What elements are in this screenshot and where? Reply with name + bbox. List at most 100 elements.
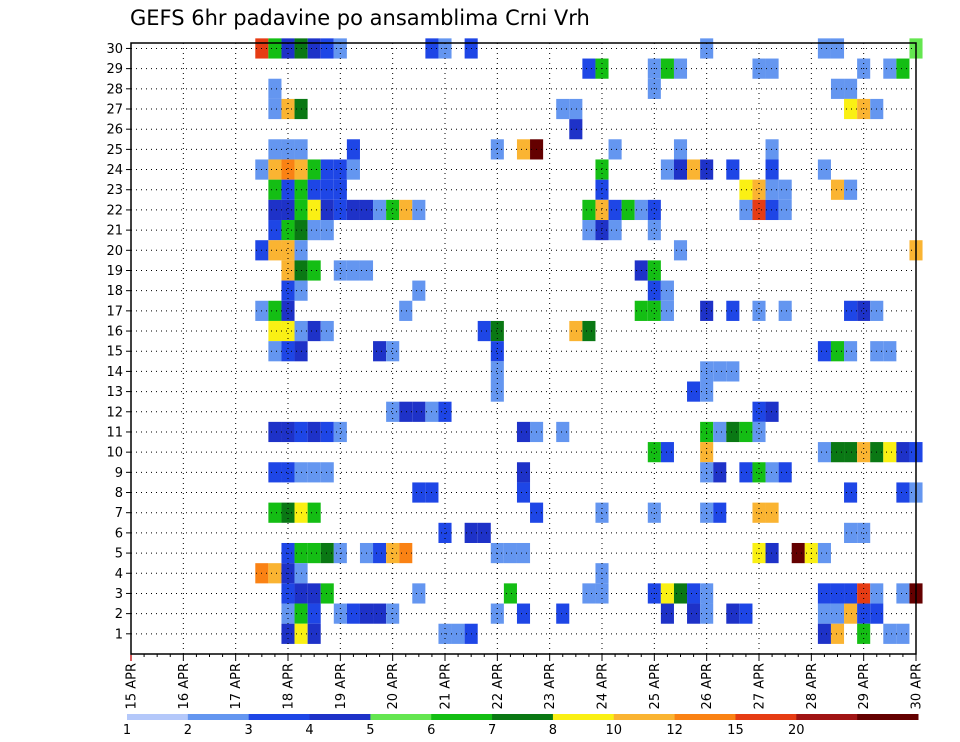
y-tick-label: 28 — [106, 82, 123, 97]
heatmap-cell — [268, 98, 282, 120]
heatmap-cell — [399, 542, 413, 564]
heatmap-cell — [268, 462, 282, 483]
heatmap-cell — [569, 320, 583, 342]
heatmap-cell — [268, 139, 282, 160]
y-tick-label: 18 — [106, 284, 123, 299]
heatmap-cell — [268, 300, 282, 321]
heatmap-cell — [307, 583, 321, 604]
heatmap-cell — [268, 78, 282, 99]
heatmap-cell — [373, 603, 387, 624]
heatmap-cell — [281, 320, 295, 342]
heatmap-cell — [817, 583, 831, 604]
heatmap-cell — [281, 199, 295, 221]
heatmap-cell — [621, 199, 635, 221]
heatmap-cell — [386, 401, 400, 422]
y-tick-label: 6 — [115, 526, 123, 541]
heatmap-cell — [844, 442, 858, 463]
heatmap-cell — [281, 220, 295, 241]
heatmap-cell — [320, 159, 334, 180]
heatmap-cell — [752, 502, 766, 523]
heatmap-cell — [320, 320, 334, 342]
heatmap-cell — [687, 583, 701, 604]
heatmap-cell — [687, 603, 701, 624]
heatmap-cell — [830, 38, 845, 59]
heatmap-cell — [399, 401, 413, 422]
heatmap-cell — [386, 341, 400, 362]
heatmap-cell — [660, 603, 674, 624]
heatmap-cell — [713, 502, 727, 523]
heatmap-cell — [333, 179, 347, 200]
legend-label: 2 — [184, 723, 192, 738]
legend-label: 5 — [366, 723, 374, 738]
heatmap-cell — [556, 603, 570, 624]
heatmap-cell — [490, 139, 504, 160]
heatmap-cell — [268, 220, 282, 241]
y-tick-label: 24 — [106, 163, 123, 178]
heatmap-cell — [647, 442, 661, 463]
heatmap-cell — [713, 361, 727, 382]
heatmap-cell — [307, 159, 321, 180]
x-tick-label: 15 APR — [125, 663, 140, 709]
heatmap-cell — [608, 139, 622, 160]
heatmap-cell — [857, 442, 871, 463]
heatmap-cell — [320, 179, 334, 200]
heatmap-cell — [739, 603, 753, 624]
heatmap-cell — [726, 361, 740, 382]
y-tick-label: 11 — [106, 425, 123, 440]
heatmap-cell — [307, 179, 321, 200]
y-tick-label: 5 — [115, 547, 123, 562]
heatmap-cell — [739, 421, 753, 443]
y-tick-label: 20 — [106, 244, 123, 259]
heatmap-cell — [412, 401, 426, 422]
heatmap-cell — [582, 58, 596, 79]
heatmap-cell — [883, 623, 897, 644]
x-tick-label: 18 APR — [282, 663, 297, 709]
y-tick-label: 29 — [106, 62, 123, 77]
heatmap-cell — [687, 381, 701, 402]
heatmap-cell — [320, 199, 334, 221]
y-tick-label: 19 — [106, 264, 123, 279]
heatmap-cell — [281, 240, 295, 261]
y-tick-label: 8 — [115, 486, 123, 501]
heatmap-cell — [830, 603, 845, 624]
heatmap-cell — [268, 421, 282, 443]
heatmap-cell — [647, 502, 661, 523]
heatmap-cell — [268, 240, 282, 261]
heatmap-cell — [752, 401, 766, 422]
heatmap-cell — [765, 199, 779, 221]
heatmap-cell — [503, 583, 517, 604]
heatmap-cell — [752, 179, 766, 200]
heatmap-cell — [307, 199, 321, 221]
heatmap-cell — [412, 199, 426, 221]
heatmap-cell — [556, 421, 570, 443]
heatmap-cell — [268, 320, 282, 342]
heatmap-cell — [896, 583, 910, 604]
heatmap-cell — [857, 300, 871, 321]
heatmap-cell — [386, 199, 400, 221]
heatmap-cell — [673, 58, 688, 79]
heatmap-cell — [765, 179, 779, 200]
legend-swatch — [796, 714, 858, 720]
heatmap-cell — [896, 58, 910, 79]
y-tick-label: 3 — [115, 587, 123, 602]
heatmap-cell — [608, 220, 622, 241]
x-tick-label: 21 APR — [439, 663, 454, 709]
heatmap-cell — [647, 220, 661, 241]
heatmap-cell — [844, 98, 858, 120]
heatmap-cell — [726, 603, 740, 624]
heatmap-cell — [346, 260, 360, 281]
heatmap-cell — [268, 38, 282, 59]
y-tick-label: 2 — [115, 607, 123, 622]
heatmap-cell — [281, 462, 295, 483]
heatmap-cell — [399, 300, 413, 321]
heatmap-cell — [844, 341, 858, 362]
heatmap-cell — [660, 58, 674, 79]
x-tick-label: 22 APR — [491, 663, 506, 709]
heatmap-cell — [346, 603, 360, 624]
legend-swatch — [492, 714, 554, 720]
heatmap-cell — [673, 139, 688, 160]
heatmap-cell — [830, 442, 845, 463]
heatmap-cell — [739, 462, 753, 483]
heatmap-cell — [307, 220, 321, 241]
heatmap-cell — [752, 462, 766, 483]
